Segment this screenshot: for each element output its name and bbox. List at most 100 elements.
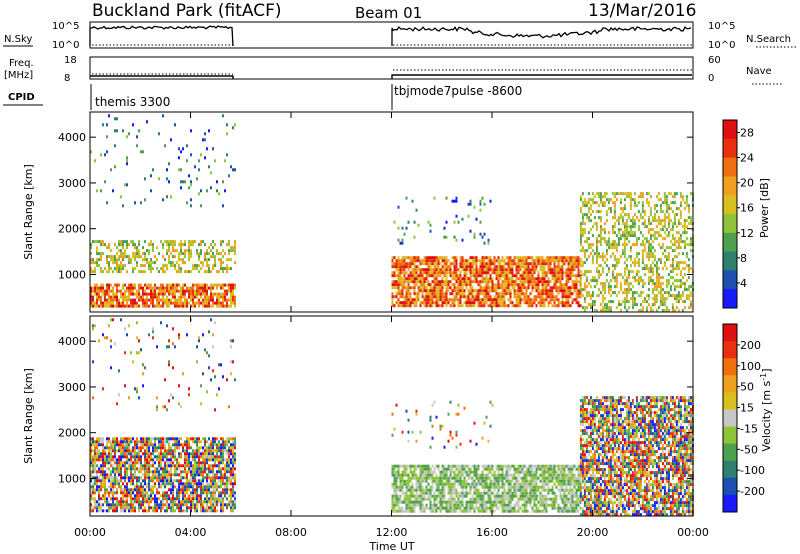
echo-cell: [140, 464, 142, 468]
echo-cell: [196, 295, 198, 299]
echo-cell: [156, 298, 158, 302]
echo-cell: [170, 455, 172, 459]
echo-cell: [619, 228, 622, 232]
echo-cell: [220, 497, 222, 501]
echo-cell: [114, 258, 116, 262]
echo-cell: [230, 289, 232, 293]
echo-cell: [154, 461, 156, 465]
echo-cell: [501, 286, 504, 290]
echo-cell: [98, 240, 100, 244]
echo-cell: [659, 234, 662, 238]
echo-cell: [164, 509, 166, 513]
echo-cell: [413, 271, 416, 275]
echo-cell: [222, 286, 224, 290]
echo-cell: [170, 509, 172, 513]
echo-cell: [148, 509, 150, 513]
echo-cell: [144, 476, 146, 480]
echo-cell: [655, 276, 658, 280]
echo-cell: [579, 292, 582, 296]
echo-cell: [633, 204, 636, 208]
echo-cell: [166, 324, 168, 328]
echo-cell: [453, 199, 456, 203]
echo-cell: [469, 271, 472, 275]
echo-cell: [110, 258, 112, 262]
echo-cell: [471, 280, 474, 284]
echo-cell: [150, 174, 152, 178]
echo-cell: [633, 261, 636, 265]
echo-cell: [206, 289, 208, 293]
echo-cell: [463, 283, 466, 287]
echo-cell: [405, 256, 408, 260]
echo-cell: [397, 286, 400, 290]
echo-cell: [619, 273, 622, 277]
echo-cell: [126, 446, 128, 450]
echo-cell: [170, 393, 172, 397]
echo-cell: [681, 261, 684, 265]
echo-cell: [144, 482, 146, 486]
echo-cell: [202, 473, 204, 477]
echo-cell: [116, 467, 118, 471]
echo-cell: [599, 231, 602, 235]
echo-cell: [639, 309, 642, 313]
echo-cell: [419, 274, 422, 278]
echo-cell: [671, 258, 674, 262]
echo-cell: [182, 295, 184, 299]
echo-cell: [172, 261, 174, 265]
echo-cell: [589, 219, 592, 223]
echo-cell: [166, 473, 168, 477]
echo-cell: [633, 234, 636, 238]
echo-cell: [613, 192, 616, 196]
echo-cell: [144, 452, 146, 456]
echo-cell: [138, 458, 140, 462]
echo-cell: [513, 292, 516, 296]
echo-cell: [166, 177, 168, 181]
echo-cell: [547, 277, 550, 281]
echo-cell: [665, 234, 668, 238]
echo-cell: [659, 210, 662, 214]
echo-cell: [429, 301, 432, 305]
echo-cell: [232, 470, 234, 474]
echo-cell: [110, 470, 112, 474]
echo-cell: [469, 301, 472, 305]
echo-cell: [222, 204, 224, 208]
echo-cell: [234, 500, 236, 504]
echo-cell: [547, 295, 550, 299]
echo-cell: [220, 252, 222, 256]
echo-cell: [182, 500, 184, 504]
echo-cell: [557, 268, 560, 272]
echo-cell: [419, 283, 422, 287]
echo-cell: [108, 455, 110, 459]
echo-cell: [208, 298, 210, 302]
echo-cell: [637, 264, 640, 268]
echo-cell: [505, 283, 508, 287]
echo-cell: [208, 446, 210, 450]
echo-cell: [549, 301, 552, 305]
echo-cell: [116, 488, 118, 492]
echo-cell: [425, 304, 428, 308]
echo-cell: [399, 259, 402, 263]
echo-cell: [164, 473, 166, 477]
echo-cell: [683, 288, 686, 292]
echo-cell: [587, 282, 590, 286]
echo-cell: [140, 488, 142, 492]
echo-cell: [595, 222, 598, 226]
echo-cell: [573, 262, 576, 266]
echo-cell: [637, 237, 640, 241]
echo-cell: [226, 289, 228, 293]
echo-cell: [208, 264, 210, 268]
echo-cell: [643, 225, 646, 229]
echo-cell: [154, 437, 156, 441]
echo-cell: [162, 446, 164, 450]
echo-cell: [641, 267, 644, 271]
echo-cell: [685, 237, 688, 241]
echo-cell: [136, 452, 138, 456]
echo-cell: [170, 473, 172, 477]
echo-cell: [98, 509, 100, 513]
echo-cell: [475, 280, 478, 284]
echo-cell: [663, 255, 666, 259]
echo-cell: [615, 198, 618, 202]
echo-cell: [523, 286, 526, 290]
echo-cell: [122, 267, 124, 271]
echo-cell: [168, 298, 170, 302]
echo-cell: [413, 274, 416, 278]
